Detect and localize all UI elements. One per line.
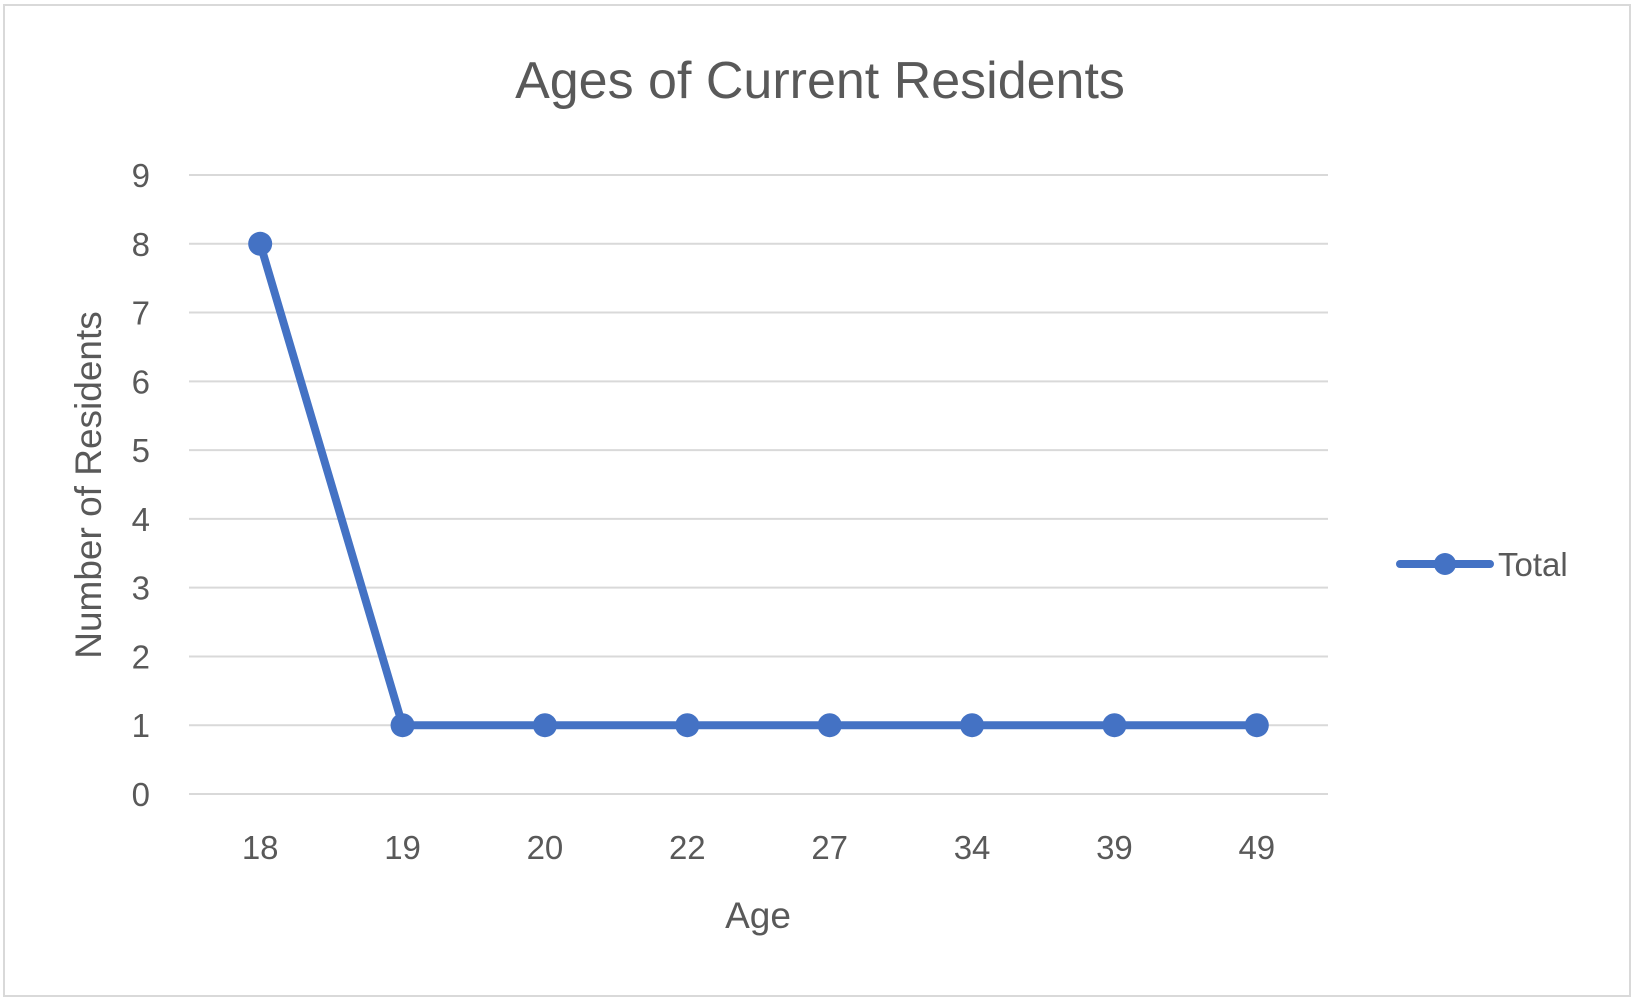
y-axis-label: Number of Residents [68,311,109,659]
data-point [532,713,557,738]
y-tick-label: 8 [132,226,150,263]
data-point [390,713,415,738]
data-point [675,713,700,738]
y-tick-label: 4 [132,501,150,538]
x-axis-ticks: 18 19 20 22 27 34 39 49 [242,829,1275,866]
y-tick-label: 5 [132,432,150,469]
series-line [256,239,1261,730]
chart-title: Ages of Current Residents [515,52,1125,110]
x-tick-label: 27 [811,829,848,866]
x-axis-label: Age [725,895,791,936]
x-tick-label: 49 [1238,829,1275,866]
data-point [1244,713,1269,738]
y-tick-label: 0 [132,776,150,813]
legend-marker [1434,553,1456,575]
y-tick-label: 9 [132,157,150,194]
y-tick-label: 2 [132,638,150,675]
x-tick-label: 20 [527,829,564,866]
y-tick-label: 7 [132,295,150,332]
x-tick-label: 19 [384,829,421,866]
y-axis-ticks: 0 1 2 3 4 5 6 7 8 9 [132,157,150,813]
series-total [248,231,1269,738]
legend: Total [1396,546,1568,583]
chart-frame [3,4,1631,997]
y-tick-label: 3 [132,570,150,607]
x-tick-label: 22 [669,829,706,866]
y-tick-label: 1 [132,707,150,744]
x-tick-label: 39 [1096,829,1133,866]
x-tick-label: 34 [954,829,991,866]
data-point [817,713,842,738]
legend-label-total: Total [1498,546,1568,583]
data-point [960,713,985,738]
data-point [1102,713,1127,738]
x-tick-label: 18 [242,829,279,866]
data-point [248,231,273,256]
y-tick-label: 6 [132,363,150,400]
gridlines [189,174,1328,795]
